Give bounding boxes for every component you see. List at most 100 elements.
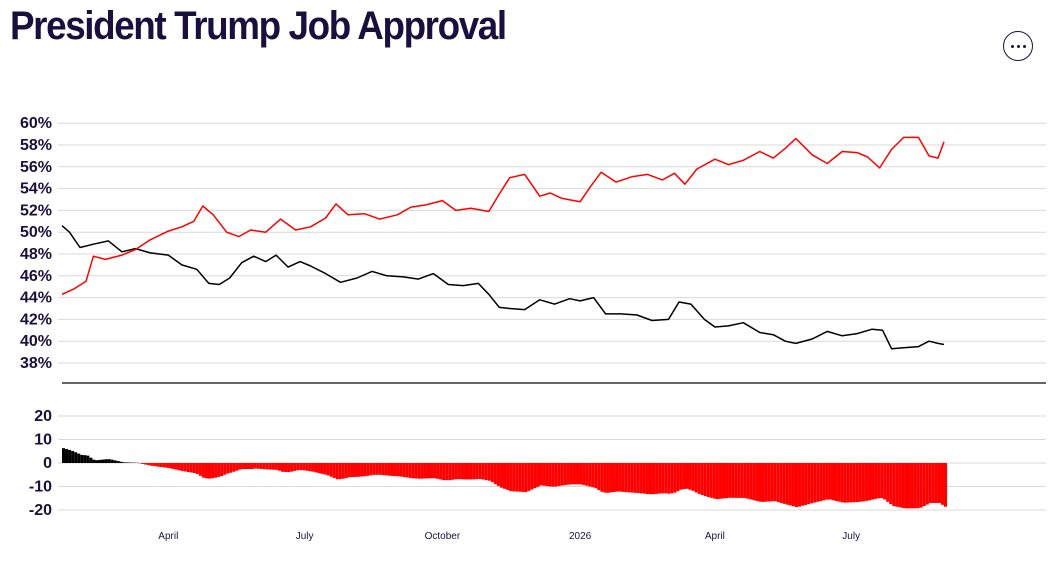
net-bar bbox=[536, 463, 540, 487]
net-bar bbox=[694, 463, 698, 493]
net-bar bbox=[417, 463, 421, 479]
net-bar bbox=[165, 463, 169, 468]
x-tick-label: April bbox=[158, 531, 178, 542]
net-bar bbox=[220, 463, 224, 476]
net-bar bbox=[363, 463, 367, 477]
net-bar bbox=[347, 463, 351, 478]
net-bar bbox=[895, 463, 899, 507]
net-bar bbox=[341, 463, 345, 479]
x-tick-label: July bbox=[842, 531, 860, 542]
net-bar bbox=[518, 463, 522, 492]
net-bar bbox=[721, 463, 726, 499]
net-bar bbox=[883, 463, 887, 500]
net-bar bbox=[390, 463, 394, 476]
net-bar bbox=[317, 463, 321, 474]
net-bar bbox=[652, 463, 656, 495]
net-bar bbox=[861, 463, 865, 502]
net-bar bbox=[661, 463, 665, 494]
net-bar bbox=[913, 463, 917, 509]
net-bar bbox=[308, 463, 312, 472]
net-bar bbox=[366, 463, 370, 476]
net-bar bbox=[156, 463, 160, 467]
net-bar bbox=[588, 463, 592, 487]
net-bar bbox=[515, 463, 519, 492]
chart-title: President Trump Job Approval bbox=[10, 4, 507, 48]
net-bar bbox=[676, 463, 680, 492]
net-bar bbox=[655, 463, 659, 494]
net-bar bbox=[889, 463, 893, 505]
net-bar bbox=[934, 463, 938, 503]
net-bar bbox=[247, 463, 251, 469]
more-horizontal-icon[interactable] bbox=[1003, 31, 1033, 61]
net-bar bbox=[703, 463, 707, 497]
net-bar bbox=[68, 449, 72, 463]
net-bar bbox=[877, 463, 881, 499]
net-bar bbox=[268, 463, 272, 470]
net-bar bbox=[320, 463, 324, 474]
net-bar bbox=[107, 459, 111, 463]
net-bar bbox=[609, 463, 613, 493]
net-bar bbox=[816, 463, 820, 502]
net-bar bbox=[171, 463, 175, 469]
net-bar bbox=[457, 463, 461, 480]
net-bar bbox=[326, 463, 330, 476]
net-bar bbox=[329, 463, 333, 477]
net-bar bbox=[335, 463, 339, 480]
net-bars bbox=[62, 448, 948, 509]
net-bar bbox=[886, 463, 890, 502]
net-bar bbox=[582, 463, 586, 485]
net-bar bbox=[773, 463, 777, 502]
net-bar bbox=[229, 463, 233, 473]
net-bar bbox=[299, 463, 303, 471]
y-tick-label: 46% bbox=[20, 268, 52, 285]
net-bar bbox=[353, 463, 358, 477]
net-bar bbox=[414, 463, 418, 479]
net-bar bbox=[305, 463, 309, 471]
y-tick-label: 42% bbox=[20, 311, 52, 328]
net-bar bbox=[280, 463, 285, 472]
net-bar bbox=[98, 459, 102, 463]
y-tick-label: 10 bbox=[34, 432, 52, 449]
net-bar bbox=[481, 463, 485, 480]
net-bar bbox=[499, 463, 503, 488]
y-tick-label: -10 bbox=[29, 479, 52, 496]
net-bar bbox=[399, 463, 403, 477]
net-bar bbox=[937, 463, 941, 503]
disapprove-line bbox=[61, 136, 945, 295]
net-bar bbox=[259, 463, 263, 469]
net-bar bbox=[256, 463, 260, 469]
net-bar bbox=[250, 463, 254, 469]
net-bar bbox=[521, 463, 525, 492]
net-bar bbox=[712, 463, 716, 499]
net-bar bbox=[667, 463, 671, 494]
net-bar bbox=[201, 463, 205, 478]
net-bar bbox=[749, 463, 753, 500]
net-bar bbox=[116, 461, 120, 463]
net-bar bbox=[211, 463, 215, 479]
net-bar bbox=[731, 463, 735, 498]
net-bar bbox=[579, 463, 583, 485]
net-bar bbox=[92, 459, 96, 463]
net-bar bbox=[901, 463, 905, 508]
net-bar bbox=[460, 463, 464, 480]
net-bar bbox=[630, 463, 634, 493]
net-bar bbox=[189, 463, 193, 473]
net-bar bbox=[490, 463, 494, 483]
net-bar bbox=[104, 459, 108, 463]
net-bar bbox=[95, 460, 99, 463]
net-bar bbox=[451, 463, 455, 480]
net-bar bbox=[125, 462, 129, 463]
net-bar bbox=[807, 463, 811, 505]
net-bar bbox=[168, 463, 172, 469]
net-bar bbox=[928, 463, 932, 504]
net-bar bbox=[548, 463, 552, 487]
net-bar bbox=[332, 463, 336, 478]
net-bar bbox=[810, 463, 814, 504]
net-bar bbox=[466, 463, 470, 480]
net-bar bbox=[274, 463, 278, 470]
net-bar bbox=[360, 463, 364, 477]
net-bar bbox=[697, 463, 701, 494]
net-bar bbox=[673, 463, 677, 493]
net-bar bbox=[743, 463, 747, 499]
